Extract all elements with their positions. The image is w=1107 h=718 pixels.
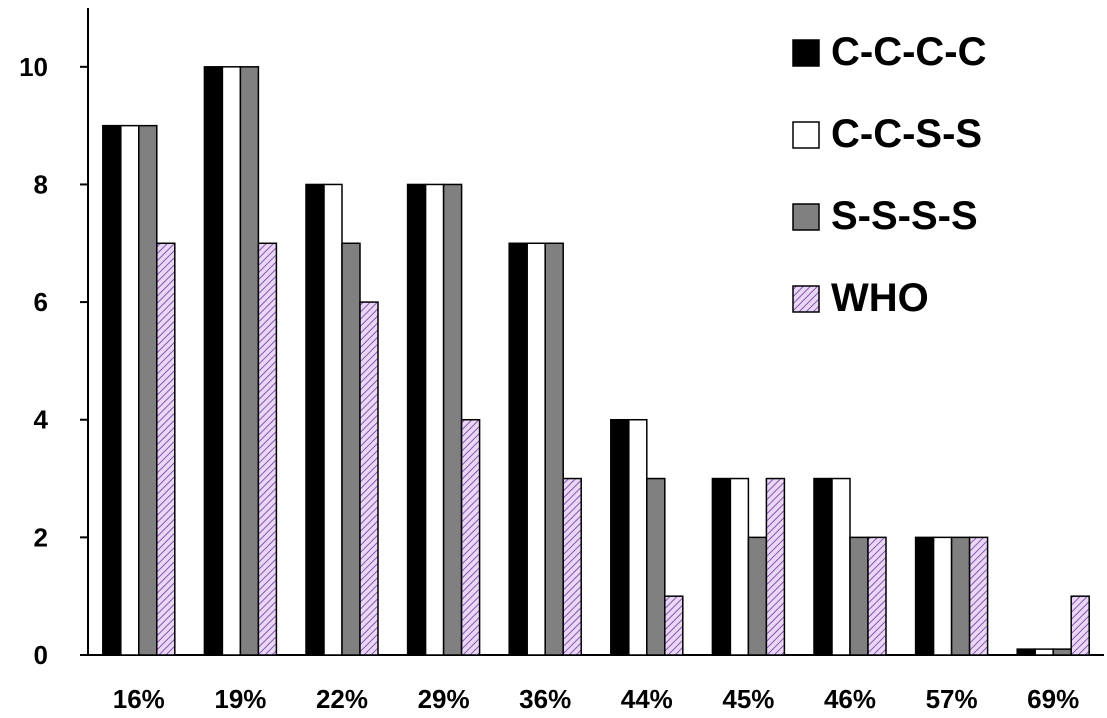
x-tick-label: 22% [316,684,368,714]
bar-who-4 [562,477,582,656]
bar-c-c-c-c-9 [1016,648,1036,656]
bar-who-8 [968,536,989,656]
legend-swatch [792,203,820,231]
y-tick-label: 4 [34,405,49,435]
y-tick-label: 2 [34,522,48,552]
legend-label: WHO [831,276,929,320]
y-tick-label: 0 [34,640,48,670]
bar-s-s-s-s-0 [138,124,158,656]
bar-who-7 [867,536,887,656]
bar-c-c-c-c-6 [711,477,732,656]
bar-s-s-s-s-8 [950,536,971,656]
bar-who-6 [765,477,786,656]
bar-who-3 [460,418,481,656]
bar-s-s-s-s-1 [239,66,260,656]
x-tick-label: 44% [621,684,673,714]
bar-c-c-s-s-1 [221,66,242,656]
bar-s-s-s-s-3 [442,183,463,656]
x-tick-label: 46% [824,684,876,714]
y-tick-label: 6 [34,287,48,317]
x-tick-label: 19% [214,684,266,714]
bar-c-c-s-s-0 [120,124,140,656]
x-tick-label: 16% [113,684,165,714]
legend: C-C-C-C C-C-S-S S-S-S-S WHO [792,30,987,320]
bar-s-s-s-s-5 [646,477,666,656]
bar-s-s-s-s-6 [747,536,768,656]
x-tick-label: 57% [926,684,978,714]
bar-c-c-s-s-6 [729,477,750,656]
legend-swatch [792,285,820,313]
bar-c-c-c-c-1 [203,66,224,656]
bars [102,66,1090,656]
bar-c-c-c-c-5 [610,418,630,656]
bar-who-2 [359,301,379,656]
legend-label: S-S-S-S [831,194,978,238]
tick-labels: 0 2 4 6 8 10 16% 19% 22% 29% 36% 44% 45% 46% 57% 69% [19,52,1079,714]
y-tick-label: 8 [34,169,48,199]
bar-c-c-s-s-5 [628,418,648,656]
x-tick-label: 45% [722,684,774,714]
bar-who-5 [664,595,684,656]
bar-c-c-c-c-2 [305,183,325,656]
bar-c-c-s-s-4 [526,242,546,656]
bar-c-c-c-c-4 [508,242,528,656]
bar-c-c-s-s-8 [932,536,953,656]
bar-who-1 [257,242,278,656]
bar-c-c-c-c-0 [102,124,122,656]
bar-c-c-s-s-9 [1034,648,1054,656]
bar-who-9 [1070,595,1090,656]
bar-c-c-c-c-3 [406,183,427,656]
bar-s-s-s-s-7 [849,536,869,656]
y-tick-label: 10 [19,52,48,82]
bar-who-0 [156,242,176,656]
bar-s-s-s-s-9 [1052,648,1072,656]
x-tick-label: 29% [418,684,470,714]
x-tick-label: 36% [519,684,571,714]
bar-c-c-s-s-2 [323,183,343,656]
bar-c-c-c-c-7 [813,477,833,656]
bar-s-s-s-s-4 [544,242,564,656]
legend-label: C-C-C-C [831,30,987,74]
legend-label: C-C-S-S [831,112,982,156]
legend-swatch [792,39,820,67]
bar-s-s-s-s-2 [341,242,361,656]
bar-c-c-s-s-7 [831,477,851,656]
bar-c-c-s-s-3 [424,183,445,656]
x-tick-label: 69% [1027,684,1079,714]
bar-c-c-c-c-8 [914,536,935,656]
legend-swatch [792,121,820,149]
